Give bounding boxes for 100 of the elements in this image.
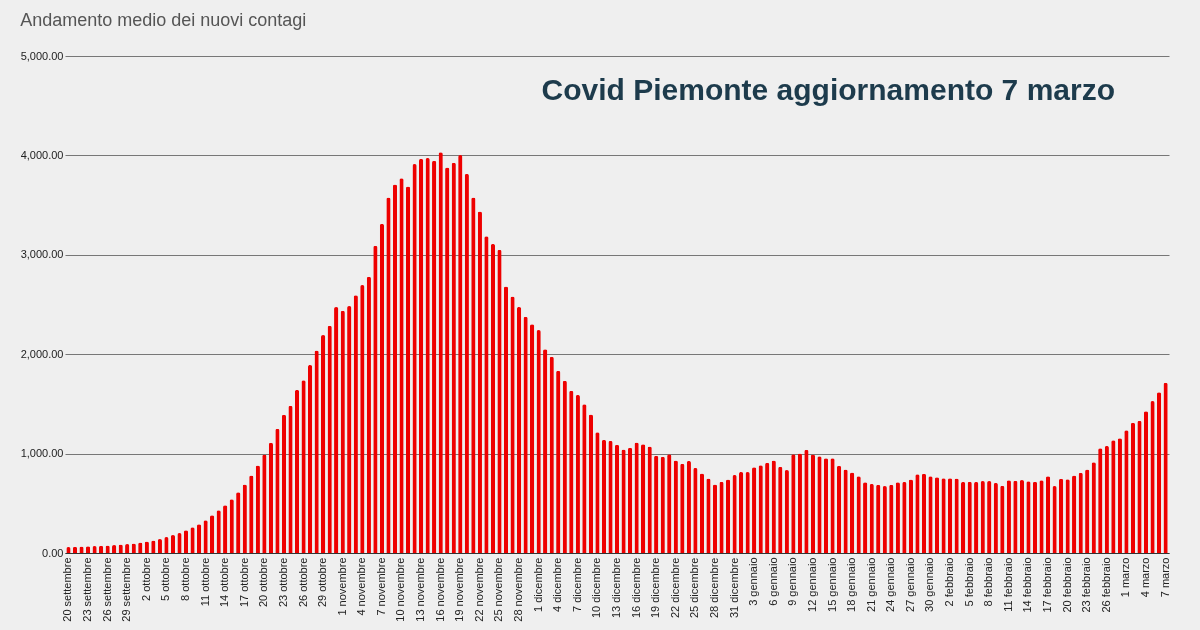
y-tick-label: 3,000.00 bbox=[20, 248, 64, 261]
x-tick-label: 15 gennaio bbox=[825, 557, 838, 612]
x-tick-label: 14 febbraio bbox=[1021, 557, 1034, 613]
x-tick-label: 10 dicembre bbox=[590, 557, 603, 619]
x-tick-label: 25 novembre bbox=[492, 557, 505, 622]
bar bbox=[836, 465, 842, 553]
x-tick-label: 17 ottobre bbox=[237, 557, 250, 608]
bar bbox=[1156, 392, 1162, 553]
bar bbox=[1130, 422, 1136, 553]
x-tick-label: 30 gennaio bbox=[923, 557, 936, 612]
x-tick-label: 7 novembre bbox=[374, 557, 387, 616]
x-tick-label: 17 febbraio bbox=[1041, 557, 1054, 613]
x-tick-label: 11 febbraio bbox=[1001, 557, 1014, 612]
bar bbox=[516, 307, 522, 553]
bar bbox=[405, 186, 411, 553]
x-tick-label: 3 gennaio bbox=[747, 557, 760, 606]
bar bbox=[725, 479, 731, 553]
x-tick-label: 22 novembre bbox=[472, 557, 485, 622]
x-tick-label: 24 gennaio bbox=[884, 557, 897, 612]
bar bbox=[849, 472, 855, 553]
x-tick-label: 21 gennaio bbox=[864, 557, 877, 612]
bar bbox=[947, 478, 953, 553]
y-tick-label: 0.00 bbox=[42, 546, 64, 559]
bar bbox=[418, 158, 424, 553]
x-tick-label: 29 settembre bbox=[120, 557, 133, 622]
bar bbox=[908, 479, 913, 553]
x-tick-label: 28 novembre bbox=[512, 557, 525, 622]
x-tick-label: 26 ottobre bbox=[296, 557, 309, 608]
x-tick-label: 13 dicembre bbox=[610, 557, 622, 619]
x-tick-label: 18 gennaio bbox=[845, 557, 858, 612]
x-tick-label: 20 febbraio bbox=[1060, 557, 1073, 613]
x-tick-label: 8 ottobre bbox=[178, 557, 191, 601]
bar bbox=[934, 477, 940, 553]
x-tick-label: 20 ottobre bbox=[257, 557, 270, 608]
x-tick-label: 5 febbraio bbox=[962, 557, 975, 607]
x-tick-label: 19 novembre bbox=[453, 557, 466, 622]
bar bbox=[588, 414, 593, 553]
bar bbox=[281, 414, 287, 553]
x-tick-label: 4 novembre bbox=[355, 557, 368, 616]
bar bbox=[1032, 481, 1038, 553]
x-tick-label: 29 ottobre bbox=[316, 557, 329, 608]
x-tick-label: 6 gennaio bbox=[766, 557, 779, 606]
bar bbox=[503, 286, 509, 553]
bar bbox=[1045, 476, 1051, 553]
x-tick-label: 31 dicembre bbox=[727, 557, 740, 619]
bar bbox=[641, 444, 646, 553]
x-tick-label: 23 settembre bbox=[81, 557, 94, 622]
y-tick-label: 2,000.00 bbox=[20, 347, 64, 360]
bar bbox=[1019, 480, 1025, 553]
bar bbox=[209, 515, 215, 553]
bar bbox=[196, 524, 202, 553]
x-tick-label: 12 gennaio bbox=[805, 557, 818, 612]
bar bbox=[810, 454, 816, 553]
x-tick-label: 23 febbraio bbox=[1080, 557, 1093, 613]
x-tick-label: 25 dicembre bbox=[688, 557, 701, 619]
x-tick-label: 2 febbraio bbox=[943, 557, 956, 607]
bar bbox=[392, 184, 398, 553]
x-tick-label: 13 novembre bbox=[414, 557, 427, 622]
x-tick-label: 16 novembre bbox=[433, 557, 446, 622]
bar bbox=[738, 472, 744, 553]
x-tick-label: 11 ottobre bbox=[198, 557, 211, 607]
y-tick-label: 5,000.00 bbox=[20, 49, 64, 62]
y-tick-label: 4,000.00 bbox=[20, 148, 64, 161]
bar bbox=[379, 223, 385, 553]
x-tick-label: 26 febbraio bbox=[1099, 557, 1112, 613]
x-tick-label: 2 ottobre bbox=[139, 557, 152, 601]
bar bbox=[1143, 411, 1149, 553]
x-tick-label: 20 settembre bbox=[61, 557, 74, 622]
bar bbox=[921, 473, 927, 553]
x-tick-label: 14 ottobre bbox=[218, 557, 231, 608]
x-tick-label: 9 gennaio bbox=[786, 557, 799, 606]
x-tick-label: 28 dicembre bbox=[707, 557, 720, 619]
x-tick-label: 26 settembre bbox=[100, 557, 113, 622]
annotation: Covid Piemonte aggiornamento 7 marzo bbox=[541, 73, 1115, 106]
bar bbox=[307, 365, 313, 553]
y-tick-label: 1,000.00 bbox=[20, 447, 64, 460]
bar bbox=[699, 473, 705, 553]
bar bbox=[529, 324, 535, 553]
x-tick-label: 1 dicembre bbox=[531, 557, 544, 612]
bar bbox=[961, 481, 966, 553]
x-tick-label: 22 dicembre bbox=[668, 557, 681, 619]
bar bbox=[823, 458, 829, 553]
x-tick-label: 16 dicembre bbox=[629, 557, 642, 619]
x-tick-label: 1 marzo bbox=[1119, 557, 1132, 598]
bar bbox=[712, 484, 718, 553]
bar bbox=[294, 389, 300, 553]
x-tick-label: 7 dicembre bbox=[570, 557, 583, 612]
chart-title: Andamento medio dei nuovi contagi bbox=[20, 10, 307, 30]
x-tick-label: 23 ottobre bbox=[276, 557, 289, 608]
bar bbox=[1058, 478, 1064, 553]
x-tick-label: 27 gennaio bbox=[903, 557, 916, 612]
bar bbox=[614, 444, 620, 553]
x-tick-label: 5 ottobre bbox=[159, 557, 172, 601]
x-tick-label: 19 dicembre bbox=[649, 557, 662, 619]
x-tick-label: 4 marzo bbox=[1138, 557, 1151, 598]
x-tick-label: 1 novembre bbox=[335, 557, 348, 616]
x-tick-label: 8 febbraio bbox=[982, 557, 995, 607]
bar bbox=[601, 439, 607, 553]
bar bbox=[490, 243, 496, 553]
bar bbox=[321, 335, 326, 553]
